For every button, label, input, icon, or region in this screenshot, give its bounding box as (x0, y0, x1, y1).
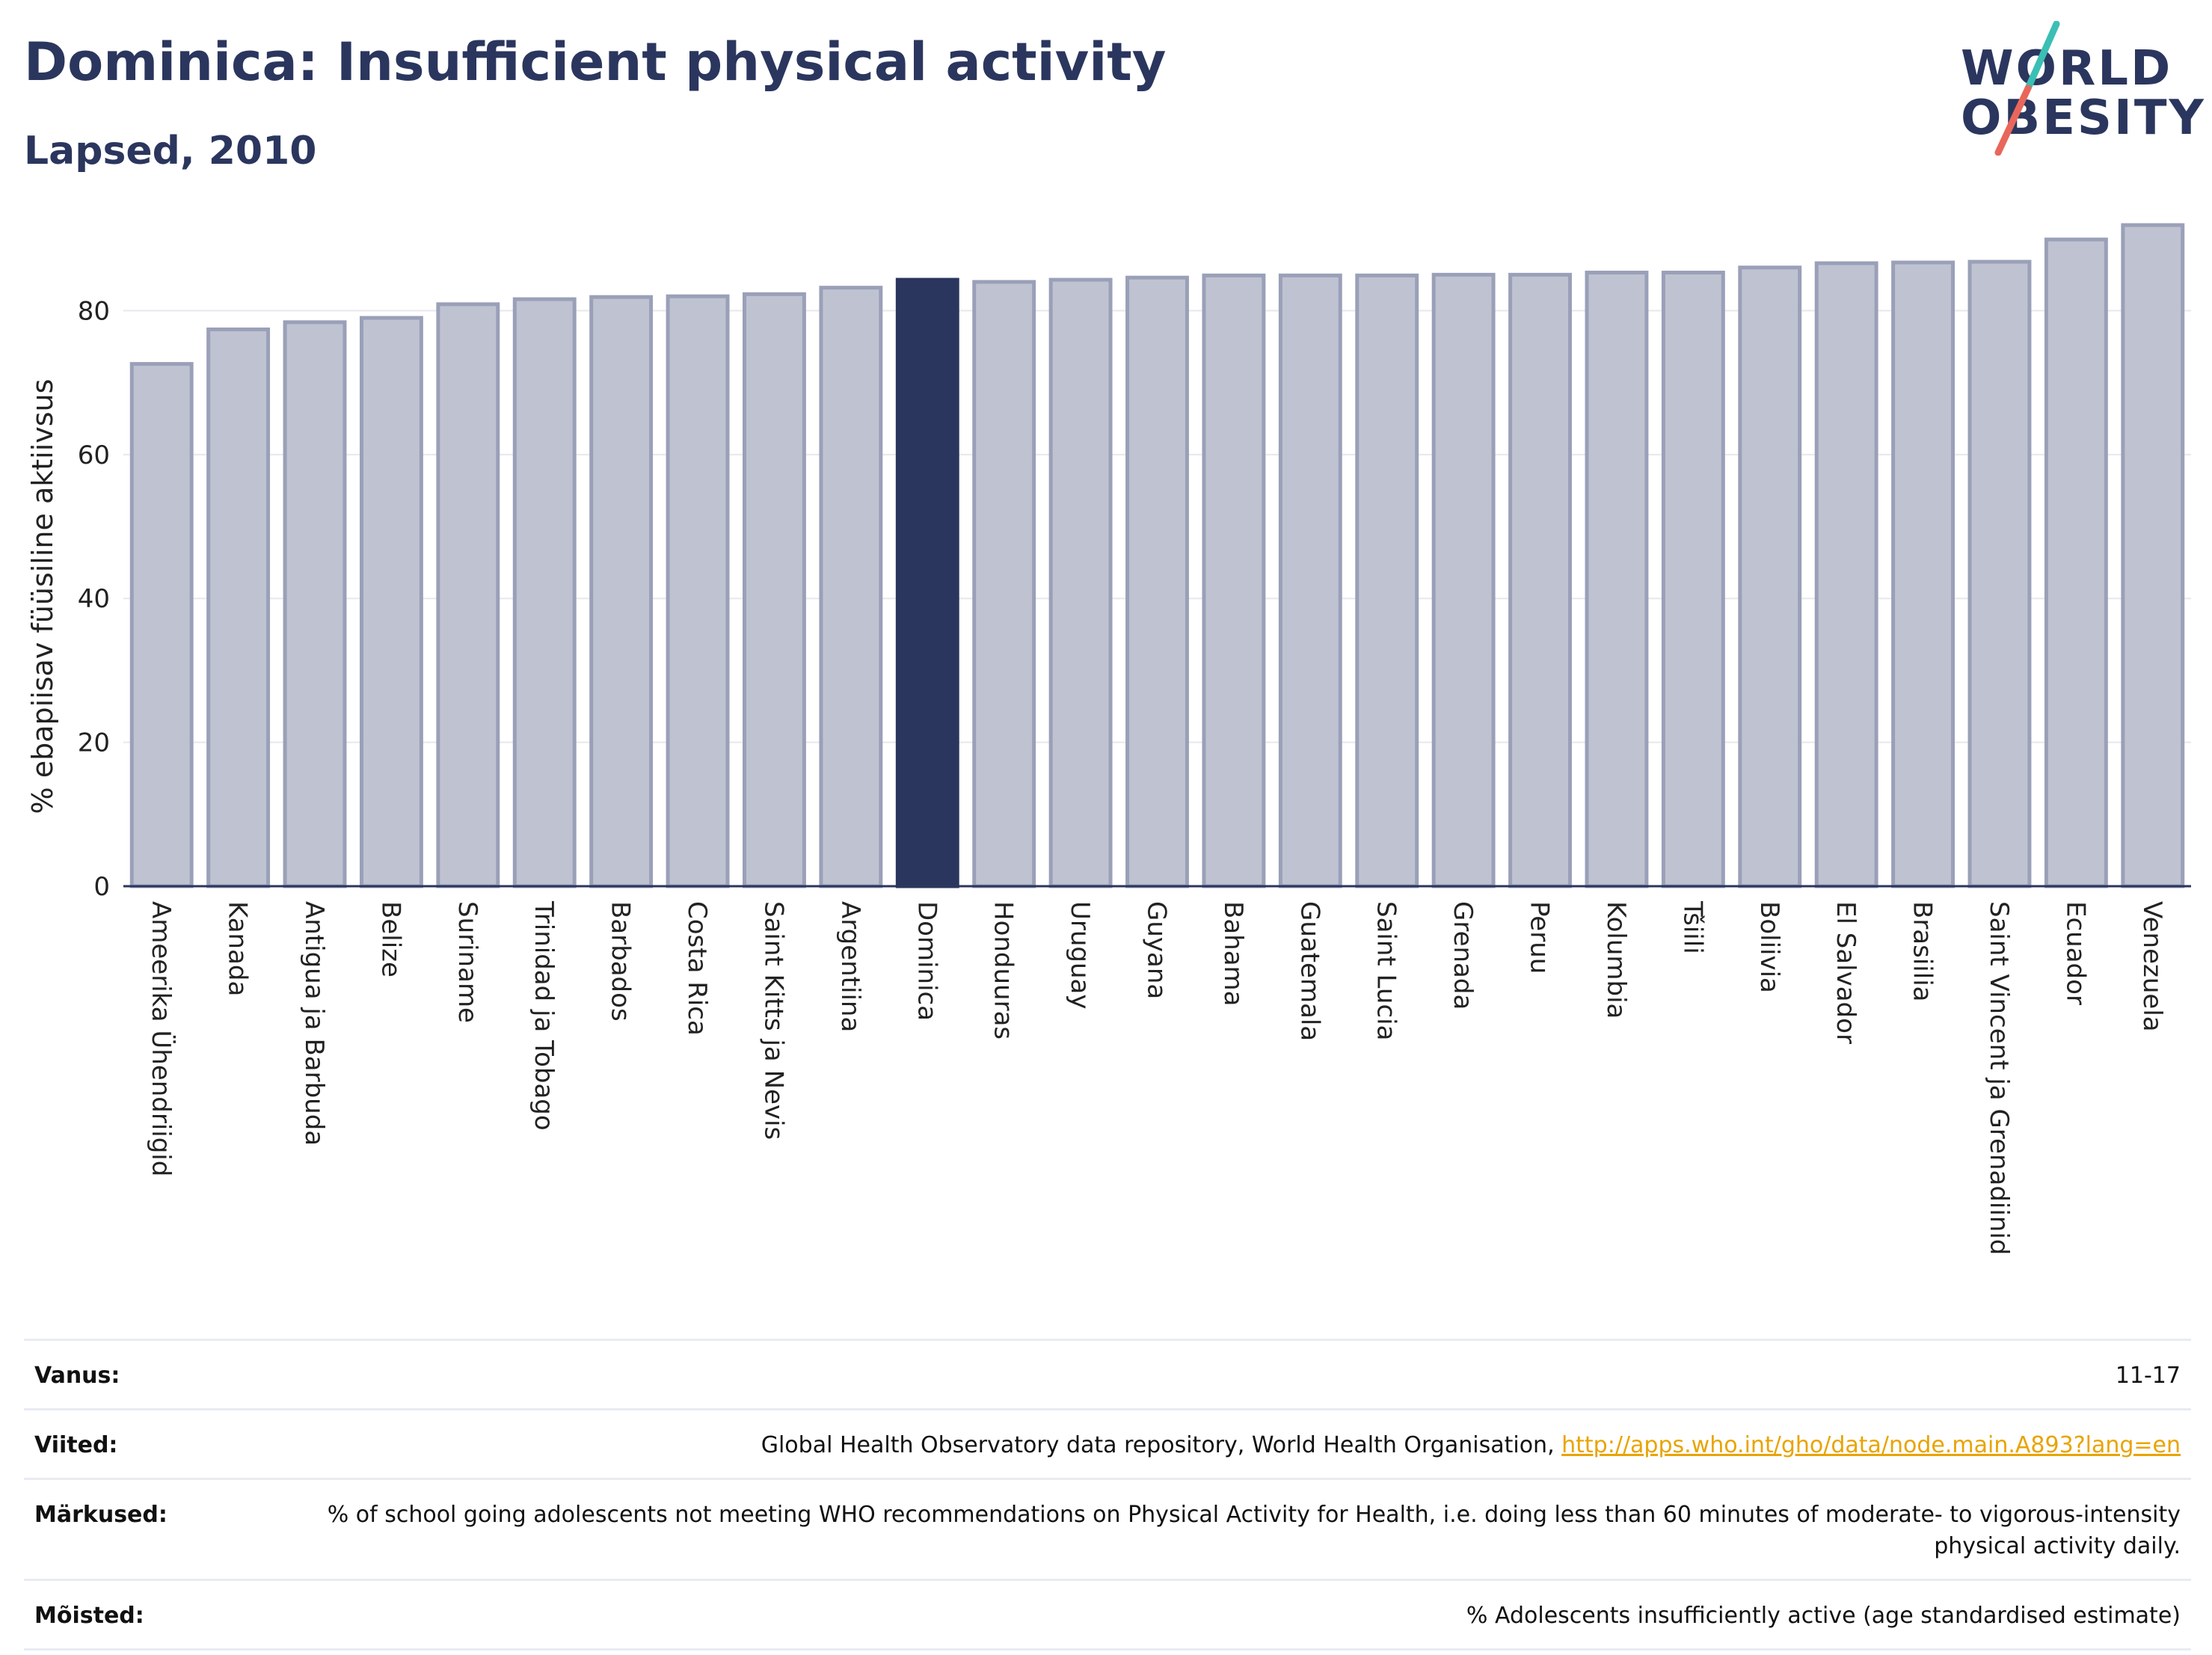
bar (2121, 223, 2185, 888)
info-value: % of school going adolescents not meetin… (327, 1502, 2181, 1559)
info-label: Märkused: (34, 1502, 168, 1528)
bar-highlighted (895, 277, 959, 888)
x-tick-label: Boliivia (1754, 901, 1784, 993)
x-tick-label: Honduuras (989, 901, 1019, 1040)
y-tick-label: 60 (78, 440, 110, 470)
info-row-notes: Märkused: % of school going adolescents … (24, 1480, 2191, 1581)
info-value: % Adolescents insufficiently active (age… (1466, 1603, 2181, 1629)
info-table: Vanus: 11-17 Viited: Global Health Obser… (24, 1339, 2191, 1651)
bar (512, 297, 577, 888)
bar (1125, 275, 1189, 888)
bar (359, 316, 423, 888)
x-tick-label: Venezuela (2137, 901, 2167, 1032)
info-row-references: Viited: Global Health Observatory data r… (24, 1410, 2191, 1480)
x-tick-label: Barbados (606, 901, 636, 1022)
bar (2044, 237, 2108, 888)
bar (1967, 260, 2032, 888)
y-tick-label: 20 (78, 728, 110, 758)
info-row-age: Vanus: 11-17 (24, 1341, 2191, 1410)
y-tick-label: 80 (78, 296, 110, 326)
bar (1814, 261, 1878, 888)
bar (1508, 272, 1572, 888)
logo-text-line2: OBESITY (1961, 90, 2206, 146)
bar (743, 292, 806, 888)
y-tick-label: 0 (93, 872, 110, 902)
logo-slash-icon (1994, 21, 2060, 156)
info-value-references: Global Health Observatory data repositor… (117, 1430, 2181, 1461)
x-tick-label: Peruu (1525, 901, 1555, 974)
x-tick-label: Trinidad ja Tobago (529, 900, 559, 1131)
bar (436, 302, 500, 888)
bar (1661, 270, 1725, 888)
bar (206, 327, 271, 888)
x-tick-label: Ecuador (2060, 901, 2090, 1005)
page-title: Dominica: Insufficient physical activity (24, 31, 1167, 93)
y-axis-title: % ebapiisav füüsiline aktiivsus (26, 379, 59, 814)
logo-text-line1: WORLD (1961, 41, 2173, 96)
info-label: Viited: (34, 1432, 118, 1458)
bar (1355, 273, 1419, 888)
x-tick-label: Belize (375, 901, 405, 977)
x-tick-label: Kanada (223, 901, 253, 996)
x-tick-label: Saint Kitts ja Nevis (758, 901, 788, 1140)
info-label: Mõisted: (34, 1603, 144, 1629)
x-tick-label: Dominica (912, 901, 941, 1021)
x-tick-label: Brasiilia (1908, 901, 1938, 1001)
x-tick-label: Argentiina (835, 901, 865, 1032)
x-tick-label: Kolumbia (1601, 901, 1631, 1019)
y-tick-label: 40 (78, 584, 110, 614)
bar (1048, 277, 1113, 888)
x-tick-label: Suriname (452, 901, 482, 1023)
x-tick-label: Guyana (1142, 901, 1172, 999)
x-tick-label: Saint Lucia (1371, 901, 1401, 1040)
x-tick-label: Uruguay (1065, 901, 1095, 1010)
x-tick-label: El Salvador (1831, 901, 1861, 1044)
bar (1891, 260, 1956, 888)
info-label: Vanus: (34, 1363, 120, 1389)
bar (1278, 273, 1342, 888)
bar (1738, 265, 1802, 888)
reference-text: Global Health Observatory data repositor… (761, 1432, 1562, 1458)
x-tick-label: Guatemala (1294, 901, 1324, 1041)
bar (1202, 273, 1266, 888)
x-tick-label: Saint Vincent ja Grenadiinid (1984, 901, 2014, 1255)
x-tick-label: Costa Rica (682, 901, 712, 1036)
x-tick-label: Ameerika Ühendriigid (146, 901, 176, 1176)
info-row-definitions: Mõisted: % Adolescents insufficiently ac… (24, 1581, 2191, 1651)
bar (1585, 270, 1649, 888)
x-tick-label: Bahama (1218, 901, 1248, 1007)
world-obesity-logo: WORLD OBESITY (1944, 21, 2204, 156)
x-tick-label: Tšiili (1677, 900, 1707, 954)
bar (283, 320, 347, 888)
bar (666, 294, 730, 888)
x-tick-label: Grenada (1448, 901, 1478, 1010)
page-subtitle: Lapsed, 2010 (24, 129, 317, 174)
bar-chart: 0 20 40 60 80 % ebapiisav füüsiline aktiivsus… (26, 223, 2191, 1255)
bar (972, 280, 1036, 888)
bar (589, 295, 654, 888)
bar (819, 286, 883, 888)
reference-link[interactable]: http://apps.who.int/gho/data/node.main.A… (1561, 1432, 2181, 1458)
bar (1431, 272, 1496, 888)
bar (129, 362, 194, 888)
x-tick-label: Antigua ja Barbuda (299, 901, 329, 1146)
info-value: 11-17 (2115, 1363, 2181, 1389)
